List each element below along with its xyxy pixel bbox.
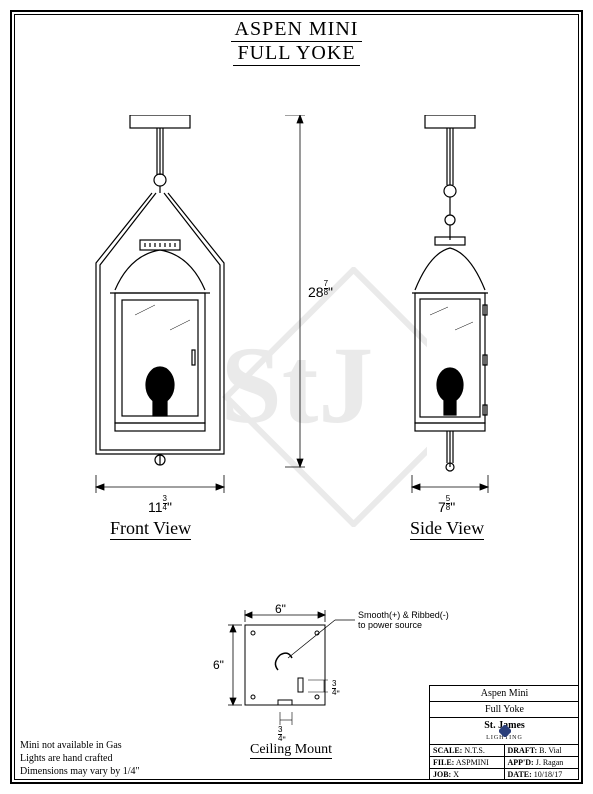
tb-company: St. JamesLIGHTING: [430, 718, 579, 744]
note-3: Dimensions may vary by 1/4": [20, 765, 140, 778]
side-view-drawing: [380, 115, 530, 515]
title-line1: ASPEN MINI: [231, 18, 363, 42]
note-2: Lights are hand crafted: [20, 752, 140, 765]
title-block: Aspen Mini Full Yoke St. JamesLIGHTING S…: [429, 685, 579, 780]
ceiling-width: 6": [275, 602, 286, 616]
ceiling-mount-drawing: [220, 600, 360, 750]
side-view-label: Side View: [410, 518, 484, 540]
front-view-label: Front View: [110, 518, 191, 540]
ceiling-mount-label: Ceiling Mount: [250, 742, 332, 759]
wire-annotation: Smooth(+) & Ribbed(-) to power source: [358, 610, 449, 630]
front-view-drawing: [60, 115, 260, 515]
note-1: Mini not available in Gas: [20, 739, 140, 752]
tb-name1: Aspen Mini: [430, 686, 579, 701]
front-width-dim: 1134": [148, 495, 172, 515]
drawing-title: ASPEN MINI FULL YOKE: [0, 18, 593, 66]
height-dimension: [275, 115, 325, 485]
logo-icon: [499, 725, 511, 737]
ceiling-hole-dim-1: 34": [332, 680, 340, 699]
ceiling-height: 6": [213, 658, 224, 672]
height-dim: 2878": [308, 280, 333, 300]
tb-name2: Full Yoke: [430, 702, 579, 717]
title-line2: FULL YOKE: [233, 42, 359, 66]
side-width-dim: 758": [438, 495, 455, 515]
drawing-notes: Mini not available in Gas Lights are han…: [20, 739, 140, 778]
